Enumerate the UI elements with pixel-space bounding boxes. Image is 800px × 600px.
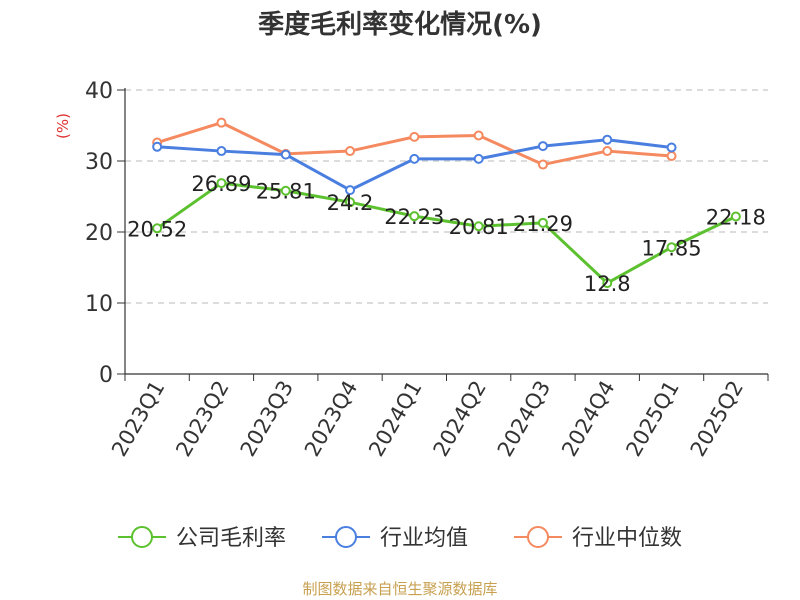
data-point <box>666 151 677 162</box>
data-point <box>537 159 548 170</box>
y-tick-label: 0 <box>99 363 113 388</box>
x-tick-label: 2024Q4 <box>557 377 619 461</box>
data-point <box>473 221 484 232</box>
y-tick-label: 20 <box>85 221 113 246</box>
x-tick-label: 2023Q3 <box>236 377 298 461</box>
legend-marker <box>131 526 153 548</box>
data-label: 25.81 <box>256 180 316 204</box>
data-label: 22.18 <box>706 206 766 230</box>
data-point <box>345 185 356 196</box>
x-tick-label: 2023Q4 <box>300 377 362 461</box>
data-point <box>602 134 613 145</box>
data-point <box>152 141 163 152</box>
data-point <box>537 217 548 228</box>
data-point <box>602 146 613 157</box>
series-line <box>156 181 737 285</box>
x-tick-label: 2023Q2 <box>171 377 233 461</box>
data-point <box>216 178 227 189</box>
legend-marker <box>335 526 357 548</box>
data-point <box>666 142 677 153</box>
data-label: 20.52 <box>127 217 187 241</box>
x-tick-label: 2024Q2 <box>429 377 491 461</box>
x-tick-label: 2023Q1 <box>107 377 169 461</box>
legend: 公司毛利率 行业均值 行业中位数 <box>118 526 682 551</box>
data-point <box>345 146 356 157</box>
legend-label: 公司毛利率 <box>176 526 286 551</box>
data-point <box>345 197 356 208</box>
y-tick-label: 30 <box>85 150 113 175</box>
series <box>152 117 741 289</box>
data-point <box>152 223 163 234</box>
y-tick-label: 40 <box>85 79 113 104</box>
y-axis-label: (%) <box>54 113 72 139</box>
data-label: 24.2 <box>327 191 374 215</box>
legend-label: 行业中位数 <box>572 526 682 551</box>
data-point <box>409 153 420 164</box>
legend-marker <box>527 526 549 548</box>
legend-label: 行业均值 <box>380 526 468 551</box>
source-note: 制图数据来自恒生聚源数据库 <box>302 580 498 598</box>
y-tick-label: 10 <box>85 292 113 317</box>
gridlines <box>125 89 768 304</box>
data-point <box>216 146 227 157</box>
x-tick-label: 2025Q1 <box>621 377 683 461</box>
data-point <box>537 141 548 152</box>
data-point <box>280 149 291 160</box>
data-label: 17.85 <box>641 236 701 260</box>
data-point <box>409 131 420 142</box>
data-point <box>473 153 484 164</box>
data-point <box>473 130 484 141</box>
data-label: 21.29 <box>513 212 573 236</box>
data-point <box>666 242 677 253</box>
chart-title: 季度毛利率变化情况(%) <box>258 10 542 40</box>
data-point <box>280 185 291 196</box>
data-label: 20.81 <box>449 215 509 239</box>
x-tick-label: 2024Q3 <box>493 377 555 461</box>
x-tick-label: 2024Q1 <box>364 377 426 461</box>
data-point <box>730 211 741 222</box>
data-point <box>602 278 613 289</box>
data-label: 26.89 <box>191 172 251 196</box>
data-label: 22.23 <box>384 205 444 229</box>
x-tick-label: 2025Q2 <box>686 377 748 461</box>
data-label: 12.8 <box>584 272 631 296</box>
data-point <box>409 211 420 222</box>
data-point <box>216 117 227 128</box>
